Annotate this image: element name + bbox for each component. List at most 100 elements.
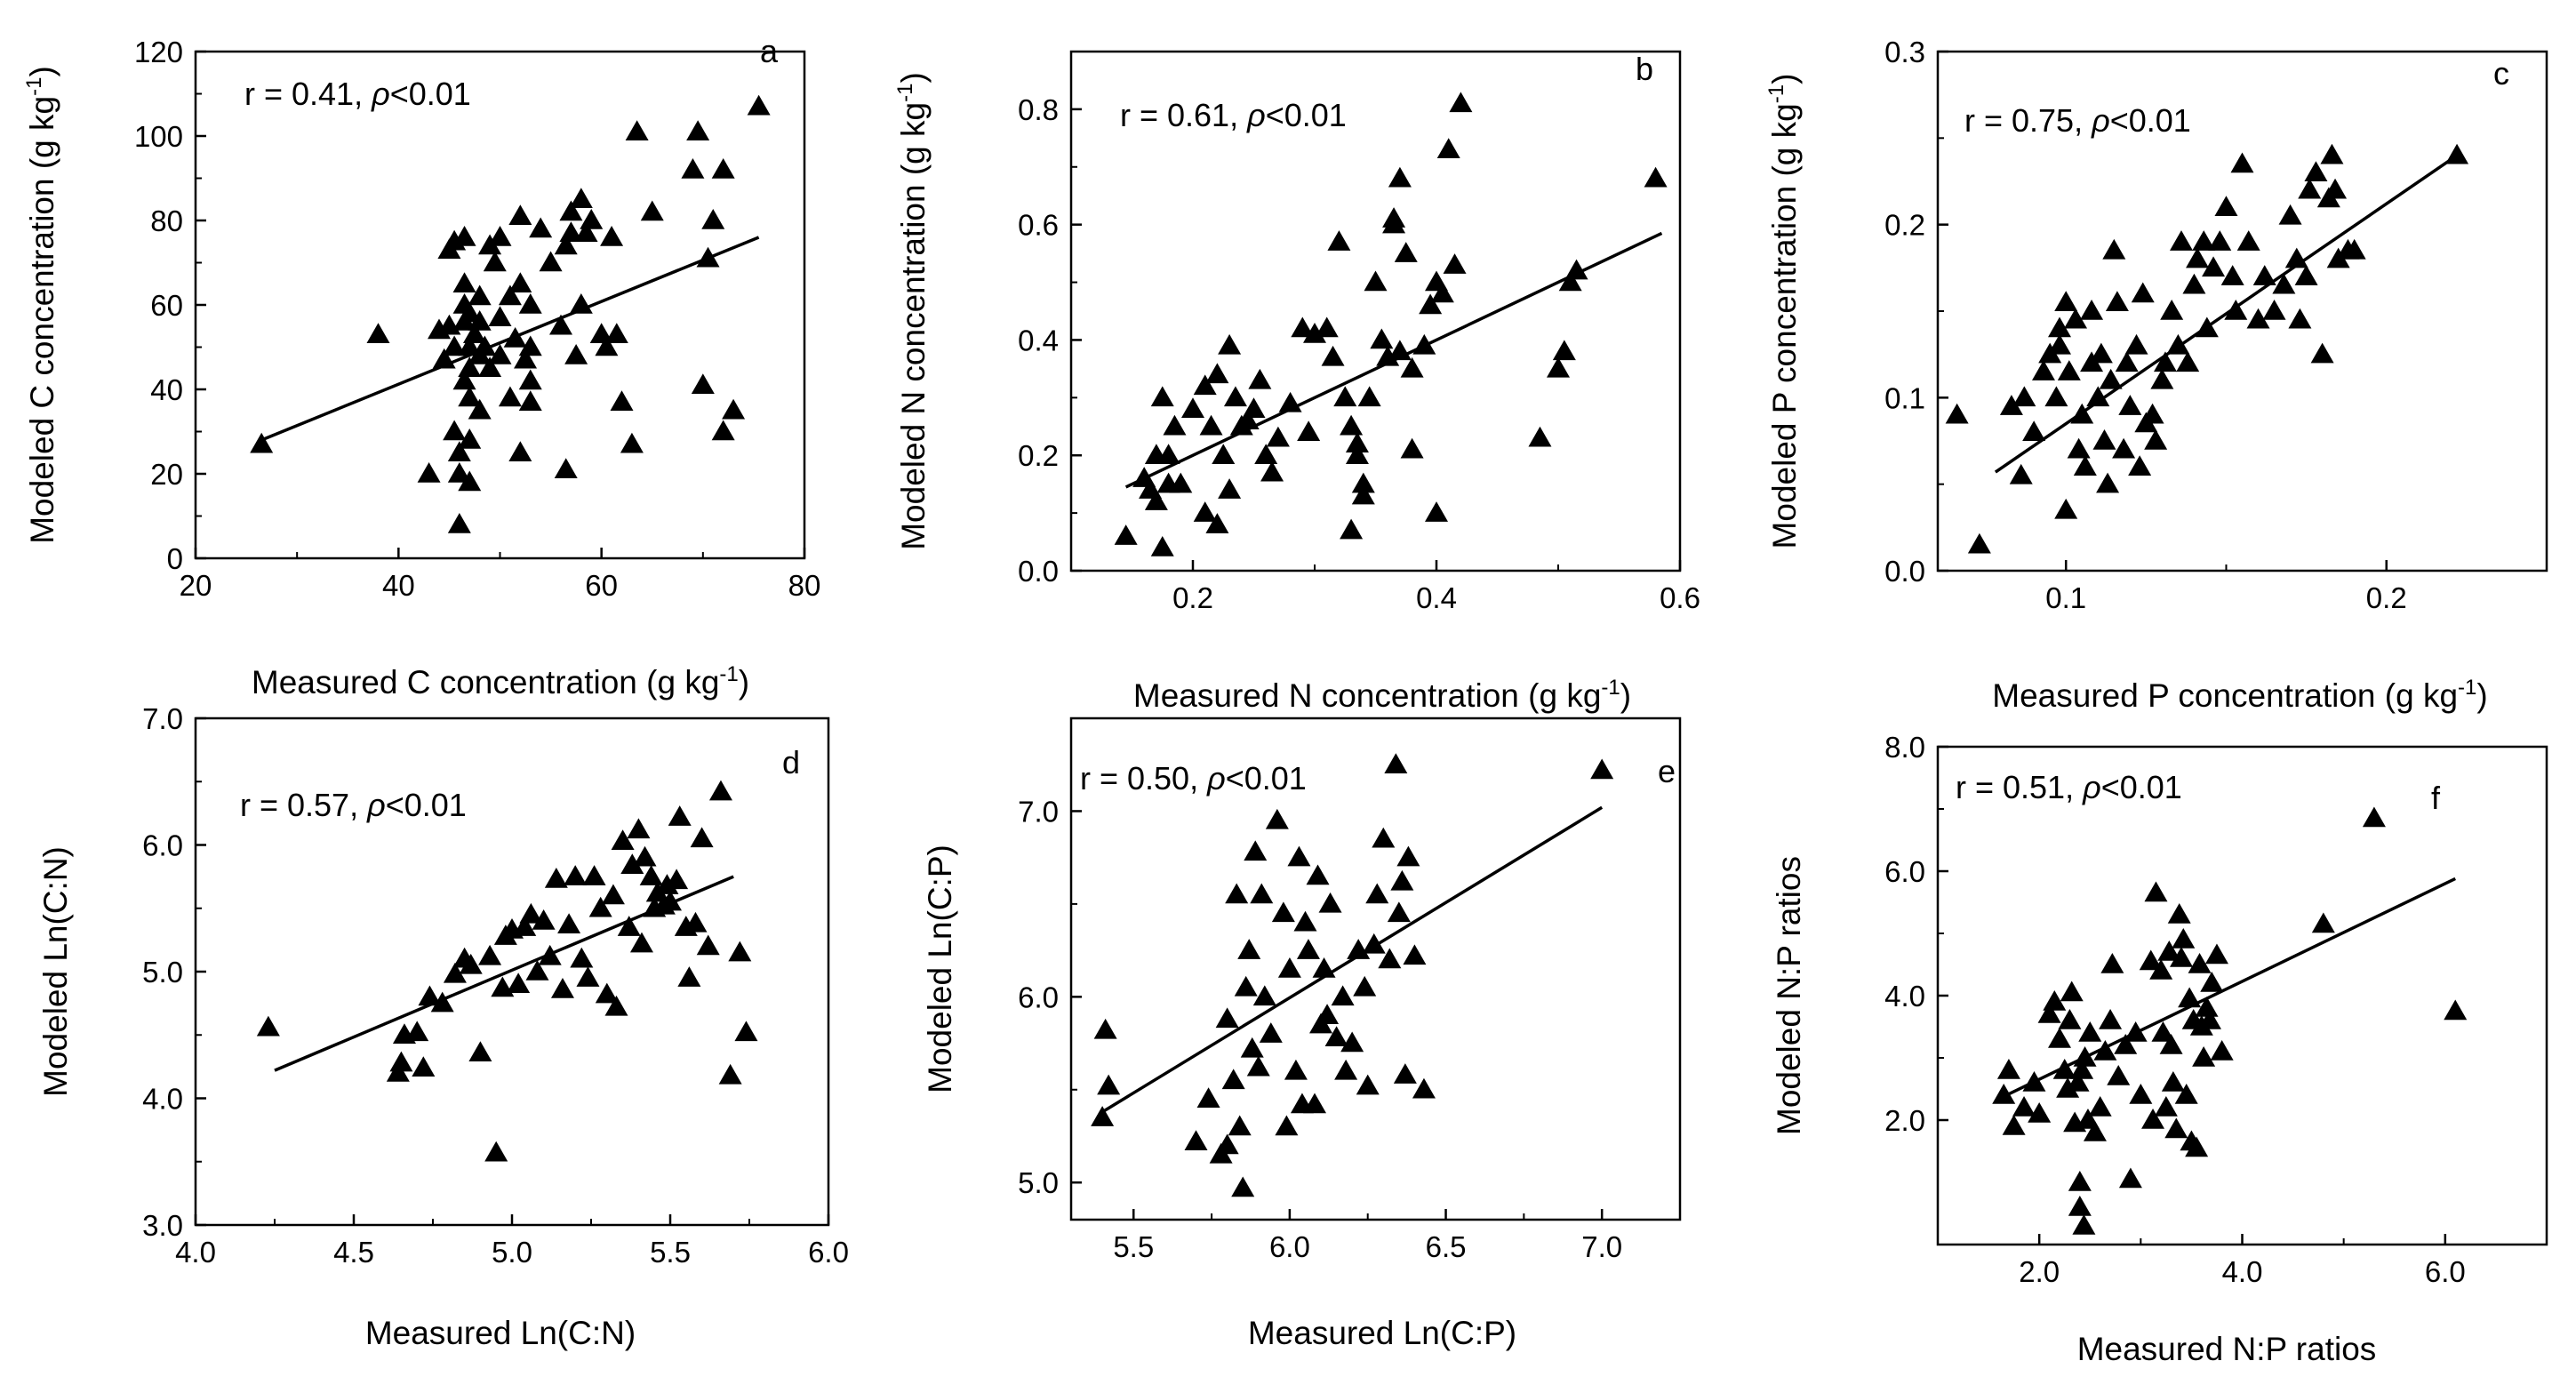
data-point [2176,351,2200,372]
x-axis-label: Measured C concentration (g kg-1) [252,662,749,701]
y-tick-label: 6.0 [1018,981,1059,1013]
data-point [2288,308,2312,329]
data-point [554,458,578,478]
data-point [549,314,572,335]
data-point [1403,944,1427,965]
data-point [1384,753,1408,773]
data-point [2185,1136,2209,1157]
data-point [2246,308,2270,329]
data-point [2037,1003,2061,1023]
data-point [508,272,532,292]
data-point [1999,395,2023,415]
data-point [1287,845,1311,867]
data-point [1378,948,1402,969]
data-point [2164,1117,2188,1139]
data-point [2070,1059,2094,1079]
data-point [2320,143,2344,164]
data-point [2167,903,2191,924]
data-point [1321,345,1345,366]
y-axis-label: Modeled P concentration (g kg-1) [1764,74,1803,549]
data-point [2066,1071,2090,1092]
correlation-label: r = 0.75, ρ<0.01 [1964,102,2191,139]
data-point [2445,143,2469,164]
data-point [1412,1077,1436,1099]
data-point [432,348,456,369]
data-point [2224,300,2248,320]
data-point [2197,1009,2221,1029]
data-point [1150,536,1174,556]
y-tick-label: 40 [150,373,183,406]
data-point [1181,397,1204,419]
data-point [483,251,507,272]
x-tick-label: 4.5 [333,1236,374,1269]
x-tick-label: 2.0 [2019,1255,2060,1288]
data-point [443,962,467,983]
x-tick-label: 6.0 [2425,1255,2466,1288]
data-point [1265,808,1289,829]
data-point [2362,806,2386,828]
data-point [1244,840,1268,861]
data-point [1394,242,1418,262]
data-point [2054,498,2078,519]
x-tick-label: 6.0 [808,1236,849,1269]
data-point [1370,328,1394,349]
data-point [2141,1109,2165,1129]
x-tick-label: 6.5 [1426,1230,1467,1263]
data-point [1400,356,1424,378]
data-point [2088,1096,2112,1117]
y-tick-label: 0.6 [1018,209,1059,242]
data-point [595,335,619,356]
data-point [1945,403,1969,424]
panel-letter: b [1636,51,1653,87]
data-point [2093,1040,2117,1061]
data-point [2151,1021,2175,1042]
data-point [518,390,542,411]
data-point [443,335,467,356]
data-point [2310,342,2334,364]
data-point [1547,356,1570,378]
data-point [639,865,663,885]
data-point [2178,987,2202,1008]
data-point [2089,342,2113,364]
plot-frame [1069,50,1682,572]
data-point [2057,360,2081,380]
data-point [580,209,604,229]
data-point [564,865,588,885]
data-point [1340,1031,1364,1053]
data-point [686,120,710,140]
data-point [447,462,471,483]
data-point [1184,1130,1208,1151]
data-point [1351,472,1375,493]
data-point [1347,939,1371,959]
data-point [629,932,653,953]
data-point [1324,1026,1348,1047]
data-point [569,293,593,314]
data-point [488,306,512,326]
data-point [1419,293,1443,315]
data-point [250,432,274,453]
y-tick-label: 0.4 [1018,324,1059,356]
data-point [1205,363,1229,384]
data-point [1223,386,1247,407]
data-point [2214,196,2238,216]
data-point [2022,420,2046,442]
data-point [2149,959,2173,980]
data-point [2060,981,2084,1002]
data-point [458,301,482,323]
data-point [677,966,701,987]
data-point [1240,1037,1264,1058]
data-point [513,916,537,936]
data-point [366,323,390,343]
x-tick-label: 0.4 [1416,581,1457,614]
data-point [1231,1176,1255,1197]
y-axis-label: Modeled N concentration (g kg-1) [893,72,932,550]
data-point [2252,265,2276,285]
data-point [1318,892,1342,913]
x-axis-label: Measured Ln(C:N) [365,1315,636,1351]
data-point [2096,472,2120,493]
data-point [1351,484,1375,505]
data-point [447,441,471,461]
data-point [2304,161,2328,182]
data-point [588,896,612,917]
